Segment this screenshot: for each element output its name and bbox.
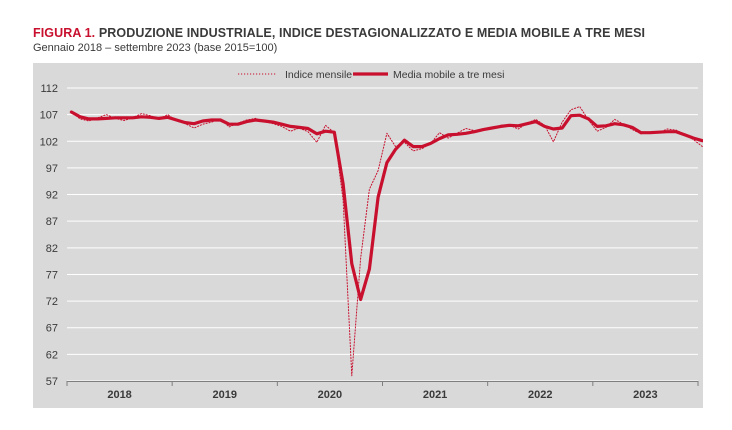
- figure-title: FIGURA 1. PRODUZIONE INDUSTRIALE, INDICE…: [33, 26, 645, 40]
- y-tick-label: 82: [46, 243, 58, 255]
- x-tick-label: 2020: [318, 389, 342, 401]
- y-tick-label: 77: [46, 269, 58, 281]
- y-tick-label: 102: [40, 136, 58, 148]
- y-tick-label: 67: [46, 323, 58, 335]
- figure-header: FIGURA 1. PRODUZIONE INDUSTRIALE, INDICE…: [33, 26, 645, 54]
- x-tick-label: 2023: [633, 389, 657, 401]
- y-tick-label: 57: [46, 376, 58, 388]
- figure-subtitle: Gennaio 2018 – settembre 2023 (base 2015…: [33, 42, 278, 54]
- x-tick-label: 2018: [107, 389, 131, 401]
- y-tick-label: 87: [46, 216, 58, 228]
- figure-title-text: PRODUZIONE INDUSTRIALE, INDICE DESTAGION…: [98, 26, 646, 40]
- x-tick-label: 2019: [213, 389, 237, 401]
- y-tick-label: 62: [46, 349, 58, 361]
- y-tick-label: 97: [46, 163, 58, 175]
- y-tick-label: 112: [40, 83, 58, 95]
- legend-label-moving-average: Media mobile a tre mesi: [393, 69, 504, 81]
- y-tick-label: 72: [46, 296, 58, 308]
- line-chart: 57 62 67 72 77 82 87 92 97 102 107 112 2018 2019 2020 2…: [33, 63, 732, 408]
- x-tick-label: 2021: [423, 389, 447, 401]
- legend-label-monthly: Indice mensile: [285, 69, 352, 81]
- x-tick-label: 2022: [528, 389, 552, 401]
- series-line-moving-average: [69, 110, 732, 302]
- chart-container: 57 62 67 72 77 82 87 92 97 102 107 112 2018 2019 2020 2…: [33, 63, 732, 408]
- y-tick-label: 92: [46, 190, 58, 202]
- figure-label: FIGURA 1.: [33, 26, 96, 40]
- y-tick-label: 107: [40, 110, 58, 122]
